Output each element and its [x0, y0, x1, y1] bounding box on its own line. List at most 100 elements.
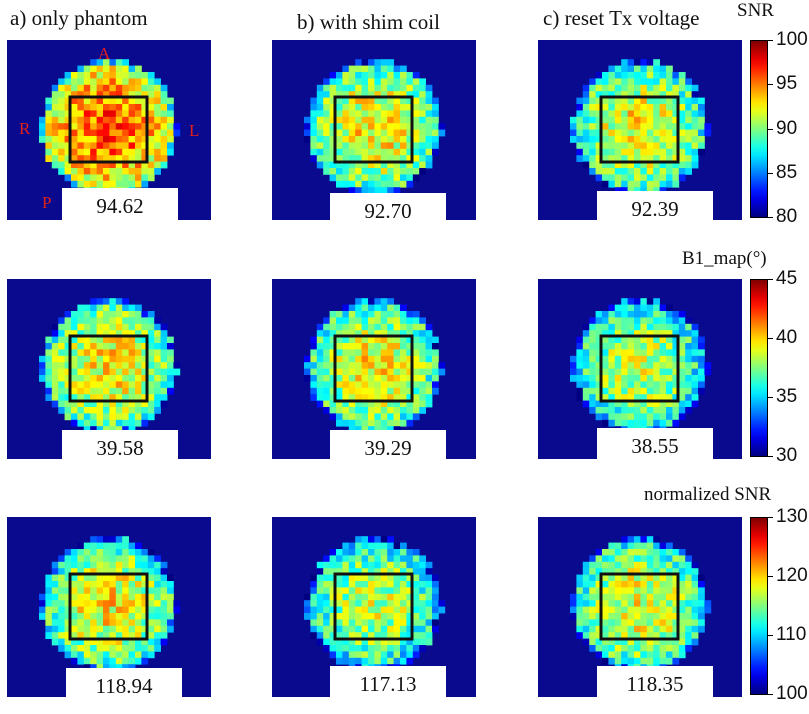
map-pixel [135, 129, 142, 137]
map-pixel [329, 343, 337, 350]
map-pixel [672, 619, 680, 627]
map-pixel [128, 155, 136, 162]
map-pixel [64, 323, 72, 331]
map-pixel [678, 362, 686, 369]
map-pixel [400, 625, 407, 633]
map-pixel [45, 343, 53, 350]
map-pixel [71, 330, 78, 337]
map-pixel [614, 657, 622, 665]
map-pixel [368, 298, 375, 305]
map-pixel [666, 104, 673, 111]
map-pixel [64, 349, 72, 357]
map-pixel [393, 317, 401, 325]
map-pixel [103, 323, 110, 331]
map-pixel [659, 72, 667, 79]
map-pixel [608, 657, 616, 665]
map-pixel [634, 542, 641, 550]
map-pixel [400, 407, 407, 414]
map-pixel [310, 104, 318, 111]
map-pixel [51, 587, 59, 595]
map-pixel [83, 574, 91, 582]
map-pixel [621, 311, 628, 318]
map-pixel [58, 593, 65, 601]
map-pixel [355, 116, 362, 124]
map-pixel [51, 574, 59, 582]
map-pixel [589, 155, 596, 162]
map-pixel [627, 375, 635, 382]
map-pixel [595, 123, 603, 130]
map-pixel [666, 129, 673, 137]
map-pixel [167, 375, 174, 382]
map-pixel [614, 645, 622, 652]
map-pixel [135, 561, 142, 569]
map-pixel [83, 311, 91, 318]
map-pixel [167, 110, 174, 118]
map-pixel [103, 317, 110, 325]
map-pixel [634, 116, 641, 124]
map-pixel [438, 368, 446, 376]
map-pixel [361, 407, 369, 414]
map-pixel [361, 97, 369, 105]
map-pixel [400, 574, 407, 582]
map-pixel [640, 317, 648, 325]
map-pixel [406, 413, 414, 421]
map-pixel [685, 407, 692, 414]
map-pixel [419, 581, 426, 588]
map-pixel [387, 174, 394, 182]
map-pixel [425, 581, 433, 588]
map-pixel [602, 136, 609, 143]
map-pixel [368, 155, 375, 162]
map-pixel [400, 600, 407, 607]
map-pixel [109, 343, 117, 350]
map-pixel [348, 343, 356, 350]
map-pixel [634, 168, 641, 175]
map-pixel [342, 619, 350, 627]
map-pixel [425, 568, 433, 575]
map-pixel [361, 323, 369, 331]
map-pixel [128, 180, 136, 188]
map-pixel [316, 155, 324, 162]
map-pixel [64, 104, 72, 111]
map-pixel [368, 651, 375, 659]
map-pixel [380, 638, 388, 646]
map-pixel [589, 555, 596, 563]
map-pixel [342, 136, 350, 143]
map-pixel [122, 387, 129, 395]
map-pixel [115, 330, 123, 337]
map-pixel [627, 129, 635, 137]
map-pixel [666, 343, 673, 350]
map-pixel [355, 568, 362, 575]
map-pixel [141, 349, 149, 357]
map-pixel [96, 129, 104, 137]
map-pixel [83, 568, 91, 575]
map-pixel [634, 613, 641, 620]
map-pixel [71, 581, 78, 588]
map-pixel [90, 148, 97, 156]
map-pixel [698, 600, 705, 607]
map-pixel [103, 651, 110, 659]
map-pixel [646, 368, 654, 376]
map-pixel [393, 187, 401, 194]
map-pixel [141, 84, 149, 92]
map-pixel [646, 72, 654, 79]
map-pixel [614, 613, 622, 620]
map-pixel [653, 116, 660, 124]
map-pixel [329, 84, 337, 92]
map-pixel [323, 394, 330, 401]
map-pixel [627, 155, 635, 162]
map-pixel [109, 568, 117, 575]
map-pixel [90, 619, 97, 627]
map-pixel [355, 625, 362, 633]
map-pixel [646, 116, 654, 124]
map-pixel [342, 161, 350, 169]
map-pixel [602, 323, 609, 331]
map-pixel [621, 400, 628, 408]
map-pixel [374, 368, 382, 376]
map-pixel [77, 400, 85, 408]
map-pixel [336, 645, 343, 652]
map-pixel [122, 148, 129, 156]
map-pixel [608, 419, 616, 427]
map-pixel [374, 587, 382, 595]
map-pixel [627, 116, 635, 124]
map-pixel [310, 148, 318, 156]
